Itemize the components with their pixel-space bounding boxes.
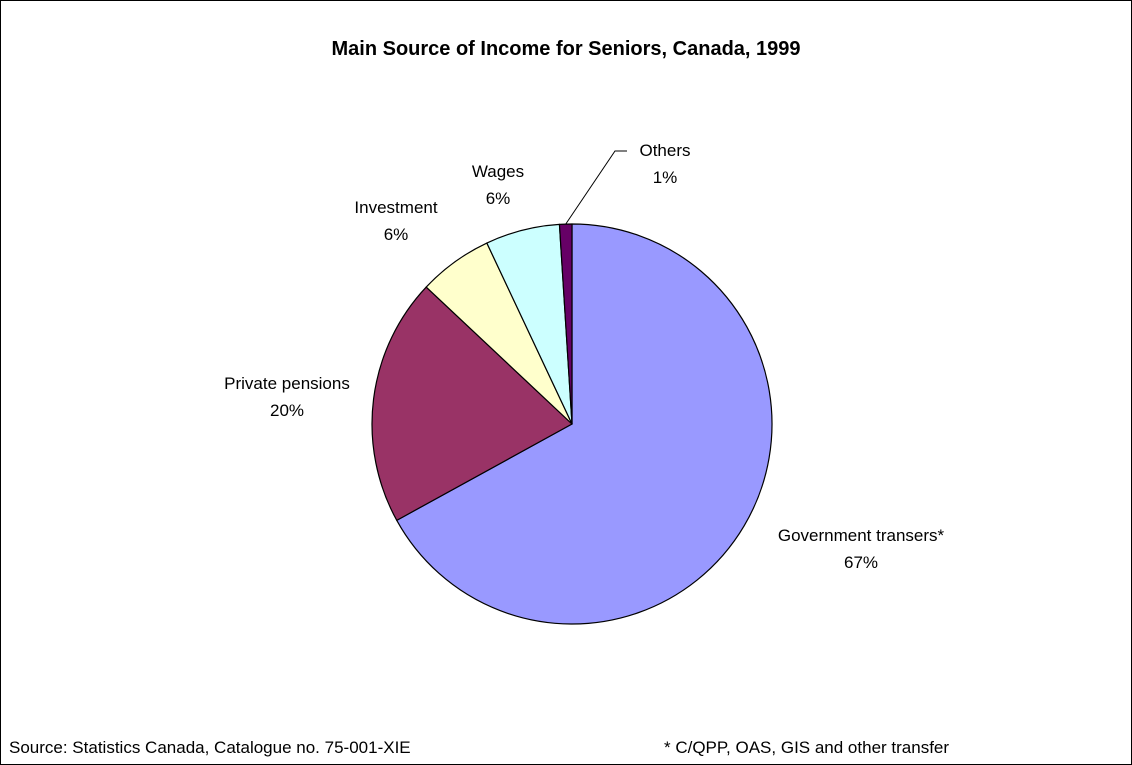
slice-value-label-4: 1% [653,168,678,187]
slice-label-4: Others [639,141,690,160]
slice-value-label-3: 6% [486,189,511,208]
pie-labels: Government transers* 67% Private pensions 2… [224,141,944,572]
leader-line-4 [565,150,627,225]
pie-slices [371,223,773,625]
slice-value-label-2: 6% [384,225,409,244]
slice-label-3: Wages [472,162,524,181]
slice-value-label-0: 67% [844,553,878,572]
pie-slice-private-pensions [371,286,573,521]
chart-title: Main Source of Income for Seniors, Canad… [331,38,800,60]
footnote: * C/QPP, OAS, GIS and other transfer [664,738,949,757]
source-note: Source: Statistics Canada, Catalogue no.… [9,738,411,757]
slice-label-2: Investment [354,198,437,217]
slice-value-label-1: 20% [270,401,304,420]
slice-label-0: Government transers* [778,526,945,545]
slice-label-1: Private pensions [224,374,350,393]
pie-slice-government-transers [396,223,773,625]
